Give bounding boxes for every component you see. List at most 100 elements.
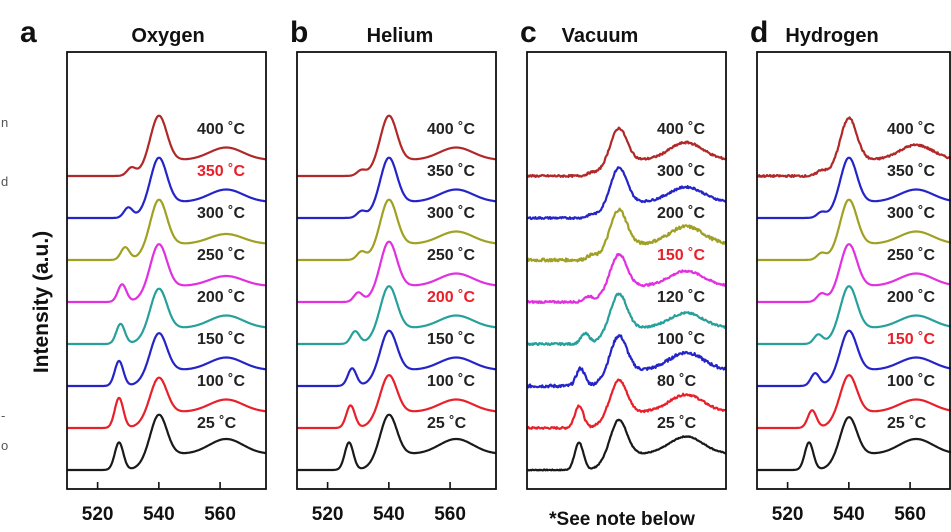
spectra: 25 ˚C 80 ˚C 100 ˚C 120 ˚C 150 ˚C 200 ˚C 300 ˚C… <box>527 121 726 472</box>
temperature-label: 25 ˚C <box>657 415 697 432</box>
panel-title: Helium <box>367 25 434 47</box>
temperature-label: 25 ˚C <box>427 415 467 432</box>
temperature-label: 150 ˚C <box>657 247 705 264</box>
spectrum-line <box>297 114 496 178</box>
temperature-label: 350 ˚C <box>887 163 935 180</box>
spectrum-line <box>67 156 266 220</box>
temperature-label: 200 ˚C <box>657 205 705 222</box>
temperature-label: 400 ˚C <box>427 121 475 138</box>
panel-d: d Hydrogen 25 ˚C 100 ˚C 150 ˚C 200 ˚C 250 ˚C 30… <box>750 16 951 525</box>
spectrum-line <box>757 374 951 430</box>
side-text-fragments: n d - o <box>1 115 8 453</box>
temperature-label: 150 ˚C <box>197 331 245 348</box>
x-tick-label: 520 <box>82 504 114 525</box>
x-tick-label: 540 <box>373 504 405 525</box>
temperature-label: 80 ˚C <box>657 373 697 390</box>
x-tick-label: 560 <box>204 504 236 525</box>
x-tick-label: 560 <box>434 504 466 525</box>
temperature-label: 25 ˚C <box>887 415 927 432</box>
temperature-label: 400 ˚C <box>887 121 935 138</box>
temperature-label: 100 ˚C <box>197 373 245 390</box>
spectrum-line <box>67 114 266 178</box>
spectrum-line <box>527 252 726 305</box>
panel-letter: d <box>750 16 768 49</box>
y-axis-label: Intensity (a.u.) <box>30 231 53 373</box>
spectra: 25 ˚C 100 ˚C 150 ˚C 200 ˚C 250 ˚C 300 ˚C 350 ˚… <box>757 116 951 472</box>
spectrum-line <box>297 240 496 304</box>
side-fragment: n <box>1 115 8 130</box>
plot-frame <box>756 51 951 490</box>
spectrum-line <box>67 287 266 346</box>
temperature-label: 150 ˚C <box>427 331 475 348</box>
temperature-label: 150 ˚C <box>887 331 935 348</box>
temperature-label: 300 ˚C <box>427 205 475 222</box>
temperature-label: 350 ˚C <box>197 163 245 180</box>
spectrum-line <box>297 285 496 346</box>
x-tick-label: 540 <box>833 504 865 525</box>
plot-frame <box>296 51 497 490</box>
spectrum-line <box>297 374 496 430</box>
temperature-label: 100 ˚C <box>887 373 935 390</box>
spectrum-line <box>297 413 496 472</box>
spectrum-line <box>67 332 266 388</box>
temperature-label: 350 ˚C <box>427 163 475 180</box>
panel-title: Hydrogen <box>785 25 878 47</box>
panel-c: c Vacuum 25 ˚C 80 ˚C 100 ˚C 120 ˚C 150 ˚C 200 ˚… <box>520 16 727 490</box>
spectrum-line <box>67 413 266 472</box>
temperature-label: 120 ˚C <box>657 289 705 306</box>
temperature-label: 300 ˚C <box>197 205 245 222</box>
spectra: 25 ˚C 100 ˚C 150 ˚C 200 ˚C 250 ˚C 300 ˚C 350 ˚… <box>297 114 496 472</box>
temperature-label: 400 ˚C <box>657 121 705 138</box>
temperature-label: 100 ˚C <box>657 331 705 348</box>
panels: a Oxygen 25 ˚C 100 ˚C 150 ˚C 200 ˚C 250 ˚C 300 … <box>20 16 951 525</box>
spectrum-line <box>757 285 951 346</box>
plot-frame <box>526 51 727 490</box>
spectrum-line <box>297 329 496 388</box>
temperature-label: 400 ˚C <box>197 121 245 138</box>
x-tick-label: 520 <box>772 504 804 525</box>
spectrum-line <box>757 156 951 220</box>
temperature-label: 300 ˚C <box>887 205 935 222</box>
spectrum-line <box>757 116 951 179</box>
spectrum-line <box>527 334 726 389</box>
side-fragment: o <box>1 438 8 453</box>
x-tick-label: 520 <box>312 504 344 525</box>
spectrum-line <box>67 376 266 430</box>
panel-a: a Oxygen 25 ˚C 100 ˚C 150 ˚C 200 ˚C 250 ˚C 300 … <box>20 16 267 525</box>
temperature-label: 200 ˚C <box>427 289 475 306</box>
panel-letter: b <box>290 16 308 49</box>
panel-title: Oxygen <box>131 25 204 47</box>
spectrum-line <box>527 207 726 263</box>
spectrum-line <box>757 243 951 304</box>
spectrum-line <box>527 166 726 221</box>
panel-letter: c <box>520 16 537 49</box>
spectrum-line <box>527 126 726 178</box>
spectrum-line <box>527 418 726 472</box>
temperature-label: 200 ˚C <box>887 289 935 306</box>
x-tick-label: 540 <box>143 504 175 525</box>
side-fragment: - <box>1 408 5 423</box>
x-tick-label: 560 <box>894 504 926 525</box>
temperature-label: 250 ˚C <box>887 247 935 264</box>
temperature-label: 300 ˚C <box>657 163 705 180</box>
spectra: 25 ˚C 100 ˚C 150 ˚C 200 ˚C 250 ˚C 300 ˚C 350 ˚… <box>67 114 266 472</box>
plot-frame <box>66 51 267 490</box>
side-fragment: d <box>1 174 8 189</box>
spectrum-line <box>757 329 951 388</box>
temperature-label: 200 ˚C <box>197 289 245 306</box>
panel-letter: a <box>20 16 37 49</box>
spectrum-line <box>67 198 266 262</box>
panel-title: Vacuum <box>562 25 639 47</box>
temperature-label: 100 ˚C <box>427 373 475 390</box>
spectrum-line <box>67 243 266 304</box>
spectrum-line <box>757 416 951 472</box>
temperature-label: 250 ˚C <box>197 247 245 264</box>
see-note-text: *See note below <box>549 509 695 530</box>
spectrum-line <box>527 292 726 347</box>
spectrum-line <box>297 156 496 220</box>
temperature-label: 250 ˚C <box>427 247 475 264</box>
temperature-label: 25 ˚C <box>197 415 237 432</box>
panel-b: b Helium 25 ˚C 100 ˚C 150 ˚C 200 ˚C 250 ˚C 300 … <box>290 16 497 525</box>
spectrum-line <box>527 378 726 430</box>
